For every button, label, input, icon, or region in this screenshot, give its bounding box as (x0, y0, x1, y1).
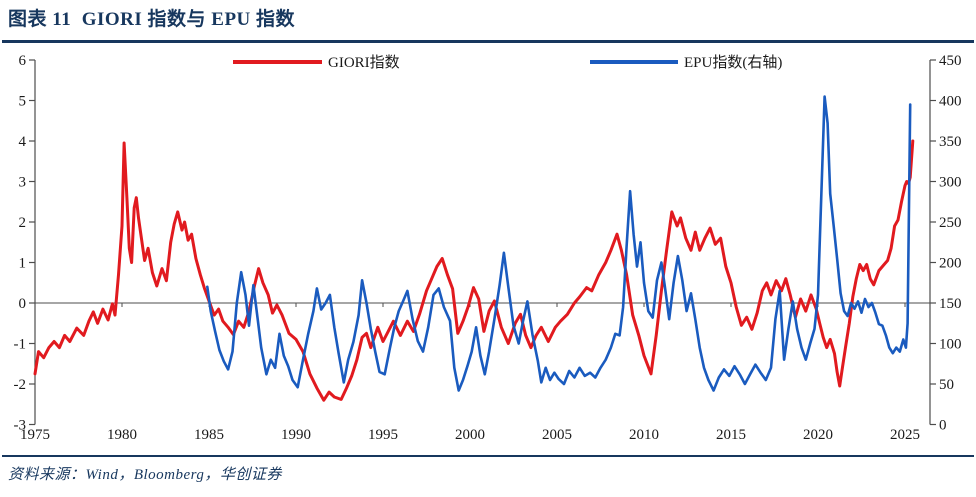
left-axis-tick-label: -2 (14, 377, 27, 393)
x-axis-tick-label: 1995 (368, 427, 398, 443)
right-axis-tick-label: 450 (939, 53, 962, 69)
left-axis-tick-label: 6 (19, 53, 27, 69)
x-axis-tick-label: 1975 (20, 427, 50, 443)
x-axis-tick-label: 1980 (107, 427, 137, 443)
x-axis-tick-label: 2025 (890, 427, 920, 443)
x-axis-tick-label: 1985 (194, 427, 224, 443)
legend-giori-label: GIORI指数 (328, 54, 400, 71)
right-axis-tick-label: 100 (939, 337, 962, 353)
x-axis-tick-label: 2005 (542, 427, 572, 443)
x-axis-tick-label: 2015 (716, 427, 746, 443)
right-axis-tick-label: 0 (939, 418, 947, 434)
right-axis-tick-label: 200 (939, 256, 962, 272)
left-axis-tick-label: 1 (19, 256, 27, 272)
title-divider (2, 40, 974, 43)
giori-series-line (33, 139, 915, 402)
x-axis-tick-label: 2020 (803, 427, 833, 443)
figure-title: 图表 11 GIORI 指数与 EPU 指数 (8, 9, 296, 30)
left-axis-tick-label: 4 (19, 134, 27, 150)
right-axis-tick-label: 350 (939, 134, 962, 150)
left-axis-tick-label: -1 (14, 337, 27, 353)
left-axis-tick-label: 0 (19, 296, 27, 312)
right-axis-tick-label: 150 (939, 296, 962, 312)
left-axis-tick-label: -3 (14, 418, 27, 434)
x-axis-tick-label: 2010 (629, 427, 659, 443)
right-axis-tick-label: 250 (939, 215, 962, 231)
right-axis-tick-label: 50 (939, 377, 954, 393)
footer-divider (2, 455, 974, 457)
right-axis-tick-label: 400 (939, 94, 962, 110)
source-note: 资料来源：Wind，Bloomberg，华创证券 (8, 467, 282, 483)
right-axis-tick-label: 300 (939, 175, 962, 191)
x-axis-tick-label: 2000 (455, 427, 485, 443)
legend-epu-label: EPU指数(右轴) (684, 54, 782, 71)
left-axis-tick-label: 3 (19, 175, 27, 191)
left-axis-tick-label: 2 (19, 215, 27, 231)
chart-canvas: 6 5 4 3 2 1 0 -1 -2 -3 450 400 350 300 250 200 150 100 50 0… (0, 43, 976, 453)
left-axis-tick-label: 5 (19, 94, 27, 110)
giori-epu-line-chart: 6 5 4 3 2 1 0 -1 -2 -3 450 400 350 300 250 200 150 100 50 0… (14, 53, 962, 443)
x-axis-tick-label: 1990 (281, 427, 311, 443)
epu-series-line (206, 95, 912, 392)
